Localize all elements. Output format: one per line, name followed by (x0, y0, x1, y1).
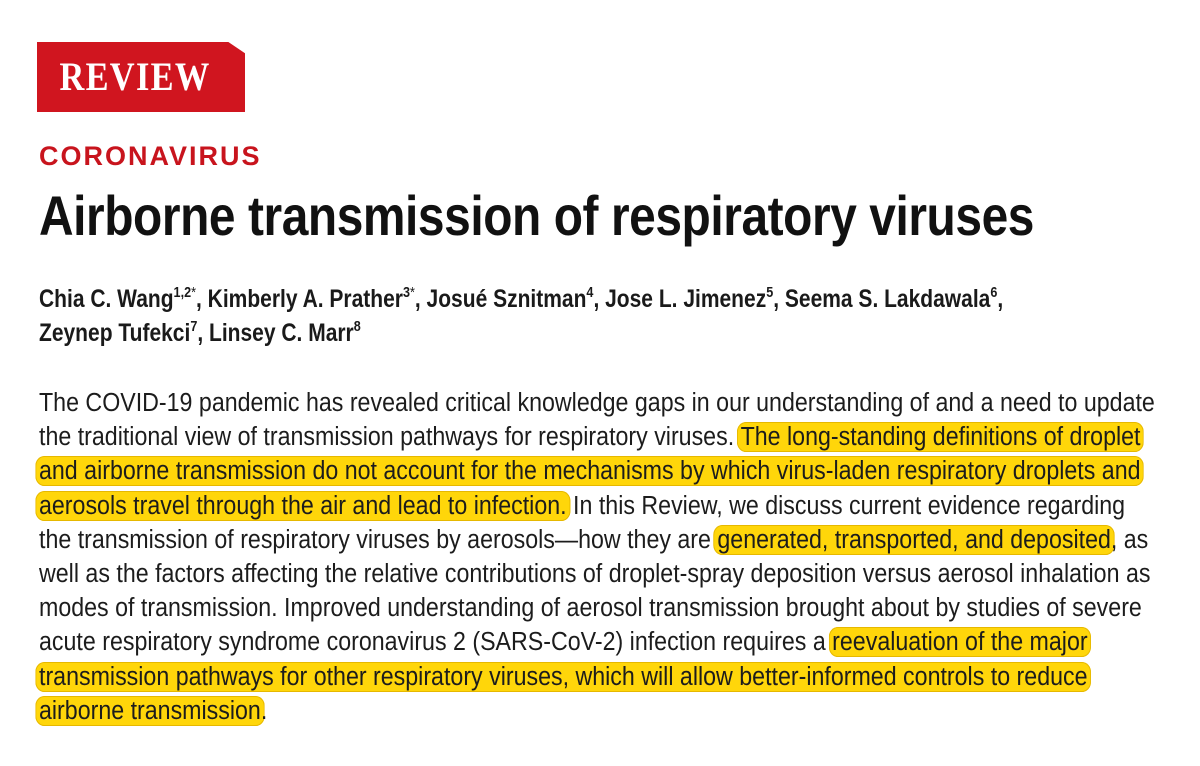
author-name: Seema S. Lakdawala (784, 285, 991, 313)
section-label: CORONAVIRUS (39, 141, 262, 171)
author: Jose L. Jimenez5, (605, 285, 785, 313)
author-name: Zeynep Tufekci (39, 319, 191, 347)
author-separator: , (195, 285, 208, 313)
highlighted-text: generated, transported, and deposited (713, 524, 1115, 555)
author-affiliation: 4 (586, 283, 594, 301)
author-separator: , (593, 285, 606, 313)
abstract-text: . (260, 696, 268, 725)
author-affiliation: 7 (190, 317, 198, 335)
review-badge: REVIEW (37, 42, 245, 112)
abstract-text: The COVID-19 pandemic has revealed criti… (39, 389, 1155, 452)
author-separator: , (197, 319, 210, 347)
author: Linsey C. Marr8 (209, 319, 361, 347)
article-title: Airborne transmission of respiratory vir… (39, 184, 1034, 247)
author: Zeynep Tufekci7, (39, 319, 209, 347)
author: Kimberly A. Prather3*, (208, 285, 427, 313)
corresponding-author-mark: * (409, 283, 415, 301)
author-separator: , (773, 285, 785, 313)
author-separator: , (414, 285, 427, 313)
abstract: The COVID-19 pandemic has revealed criti… (35, 386, 1158, 728)
abstract-text: In this Review, we discuss current evide… (39, 491, 1126, 554)
author-affiliation: 5 (766, 283, 774, 301)
author-name: Jose L. Jimenez (605, 285, 767, 313)
author: Chia C. Wang1,2*, (39, 285, 208, 313)
author-affiliation: 8 (353, 317, 361, 335)
author-name: Kimberly A. Prather (207, 285, 403, 313)
author-affiliation: 6 (990, 283, 998, 301)
author-name: Josué Sznitman (426, 285, 587, 313)
review-badge-label: REVIEW (59, 54, 211, 99)
author-affiliation: 1,2 (173, 283, 192, 301)
author: Josué Sznitman4, (427, 285, 606, 313)
author-name: Chia C. Wang (39, 285, 174, 313)
author-list: Chia C. Wang1,2*, Kimberly A. Prather3*,… (39, 282, 1156, 350)
abstract-text: , as well as the factors affecting the r… (39, 525, 1151, 657)
author: Seema S. Lakdawala6, (785, 285, 1003, 313)
author-name: Linsey C. Marr (209, 319, 354, 347)
author-separator: , (997, 285, 1004, 313)
author-affiliation: 3 (402, 283, 410, 301)
corresponding-author-mark: * (191, 283, 196, 301)
